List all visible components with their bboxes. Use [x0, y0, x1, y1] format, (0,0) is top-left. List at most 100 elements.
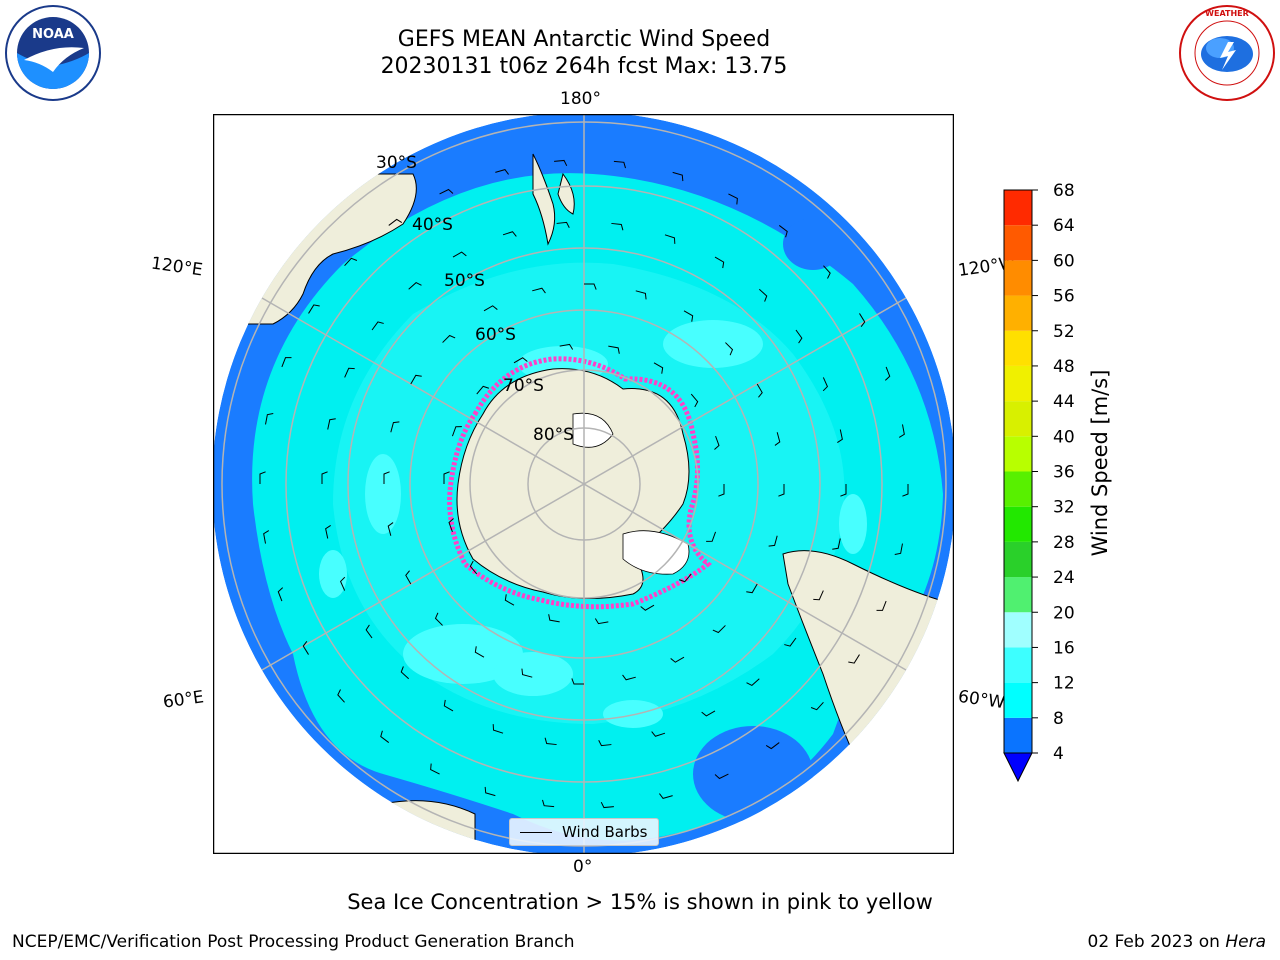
wind-barb — [659, 793, 673, 799]
wind-barb — [746, 678, 760, 686]
wind-barbs — [259, 159, 909, 809]
colorbar-tick-label: 24 — [1053, 568, 1075, 588]
chart-title: GEFS MEAN Antarctic Wind Speed — [397, 27, 771, 52]
colorbar-tick-label: 20 — [1053, 603, 1075, 623]
wind-barb — [263, 530, 270, 544]
wind-barb — [383, 471, 390, 484]
wind-barb — [653, 362, 664, 374]
wind-barb — [308, 304, 320, 314]
colorbar-tick-label: 40 — [1053, 427, 1075, 447]
colorbar-segment — [1004, 647, 1032, 683]
wind-barb — [678, 573, 692, 583]
wind-barb — [611, 222, 624, 231]
colorbar-segment — [1004, 717, 1032, 753]
wind-barb — [622, 674, 636, 681]
wind-barb — [430, 763, 440, 775]
wind-barb — [784, 637, 797, 647]
colorbar-segment — [1004, 401, 1032, 437]
wind-barb — [483, 305, 498, 312]
legend-line-swatch — [520, 832, 552, 833]
colorbar-segment — [1004, 365, 1032, 402]
lat-label-80: 80°S — [533, 425, 574, 445]
wind-barb — [813, 590, 824, 601]
wind-barb — [277, 587, 284, 602]
wind-barb — [884, 366, 891, 381]
wind-barb — [706, 531, 717, 542]
wind-barb — [725, 342, 734, 356]
wind-barb — [388, 218, 403, 226]
wind-barb — [365, 624, 373, 639]
wind-barb — [439, 188, 454, 195]
wind-barb — [765, 742, 780, 750]
wind-barb — [492, 724, 504, 734]
colorbar-segment — [1004, 612, 1032, 648]
wind-barb — [380, 730, 390, 743]
wind-barb — [598, 740, 612, 747]
colorbar-tick-label: 56 — [1053, 287, 1075, 307]
wind-barb — [548, 614, 560, 623]
lon-label-120e: 120°E — [149, 253, 204, 281]
wind-barb — [714, 773, 729, 780]
wind-barb — [876, 600, 887, 611]
wind-barb — [670, 656, 685, 663]
wind-barb — [613, 160, 626, 169]
wind-barb — [339, 576, 346, 591]
svg-text:NOAA: NOAA — [32, 27, 74, 42]
wind-barb — [443, 699, 454, 712]
weddell-ice — [622, 530, 690, 575]
wind-barb — [484, 786, 496, 797]
wind-barb — [337, 689, 345, 703]
wind-barb — [690, 393, 699, 408]
colorbar-tick-label: 32 — [1053, 498, 1075, 518]
wind-barb — [822, 377, 829, 392]
map-legend: Wind Barbs — [509, 818, 659, 846]
ocean-deep-patches — [693, 218, 843, 822]
colorbar-tick-label: 64 — [1053, 216, 1075, 236]
wind-barb — [474, 646, 485, 658]
wind-barb — [448, 518, 454, 533]
colorbar-tick-label: 48 — [1053, 357, 1075, 377]
lat-label-50: 50°S — [444, 271, 485, 291]
wind-barb — [544, 737, 557, 746]
wind-barb — [608, 345, 620, 354]
colorbar-segment — [1004, 260, 1032, 296]
lon-label-60e: 60°E — [161, 687, 206, 713]
wind-barb — [495, 169, 509, 175]
wind-barb — [848, 654, 860, 664]
footer-date-text: 02 Feb 2023 on — [1087, 932, 1220, 952]
colorbar-tick-label: 8 — [1053, 709, 1064, 729]
wind-barb — [325, 524, 331, 539]
wind-barb — [768, 535, 778, 547]
wind-barb — [683, 310, 694, 322]
wind-barb — [714, 256, 725, 269]
wind-barb — [823, 265, 831, 279]
wind-barb — [259, 471, 266, 484]
wind-barb — [718, 484, 725, 497]
wind-barb — [778, 484, 785, 497]
colorbar-segment — [1004, 471, 1032, 507]
wind-barb — [635, 290, 647, 300]
colorbar-tick-label: 12 — [1053, 674, 1075, 694]
graticule — [221, 114, 947, 854]
wind-barb — [265, 413, 274, 425]
lat-label-40: 40°S — [412, 215, 453, 235]
wind-barb — [640, 604, 655, 611]
wind-barb — [451, 426, 462, 437]
colorbar-segment — [1004, 225, 1032, 261]
wind-barb — [600, 801, 614, 809]
wind-barb — [521, 668, 533, 678]
colorbar-segment — [1004, 682, 1032, 718]
colorbar-tick-label: 44 — [1053, 392, 1075, 412]
colorbar-segment — [1004, 577, 1032, 613]
wind-barb — [405, 570, 412, 585]
wind-barb — [434, 612, 443, 626]
wind-barb — [837, 429, 843, 444]
map-frame — [213, 114, 954, 854]
wind-barb — [810, 701, 824, 711]
nws-logo: WEATHER — [1178, 4, 1276, 102]
wind-barb — [758, 288, 768, 302]
antarctic-map: 30°S 40°S 50°S 60°S 70°S 80°S — [213, 114, 954, 858]
wind-barb — [371, 321, 384, 331]
wind-barb — [559, 343, 574, 350]
wind-barb — [584, 283, 597, 290]
